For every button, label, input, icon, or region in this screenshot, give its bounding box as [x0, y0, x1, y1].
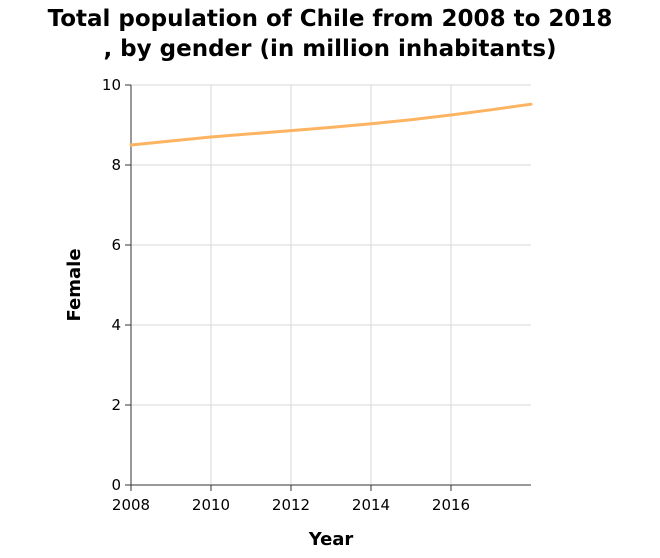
y-tick-label: 4	[111, 316, 121, 334]
y-tick-label: 6	[111, 236, 121, 254]
y-tick-label: 10	[102, 76, 121, 94]
x-axis-label: Year	[308, 529, 354, 550]
series-group	[129, 102, 533, 147]
axes	[130, 85, 531, 486]
x-axis-ticks: 2008 2010 2012 2014 2016	[112, 485, 470, 514]
x-tick-label: 2016	[432, 496, 470, 514]
y-tick-label: 8	[111, 156, 121, 174]
series-line-female	[129, 102, 533, 147]
x-tick-label: 2012	[272, 496, 310, 514]
chart-title-line-2: , by gender (in million inhabitants)	[103, 36, 557, 62]
y-tick-label: 2	[111, 396, 121, 414]
chart-title-line-1: Total population of Chile from 2008 to 2…	[47, 6, 613, 32]
x-tick-label: 2008	[112, 496, 150, 514]
y-axis-ticks: 0 2 4 6 8 10	[102, 76, 131, 494]
x-tick-label: 2014	[352, 496, 390, 514]
x-tick-label: 2010	[192, 496, 230, 514]
gridlines	[130, 84, 531, 486]
y-tick-label: 0	[111, 476, 121, 494]
y-axis-label: Female	[64, 248, 85, 321]
